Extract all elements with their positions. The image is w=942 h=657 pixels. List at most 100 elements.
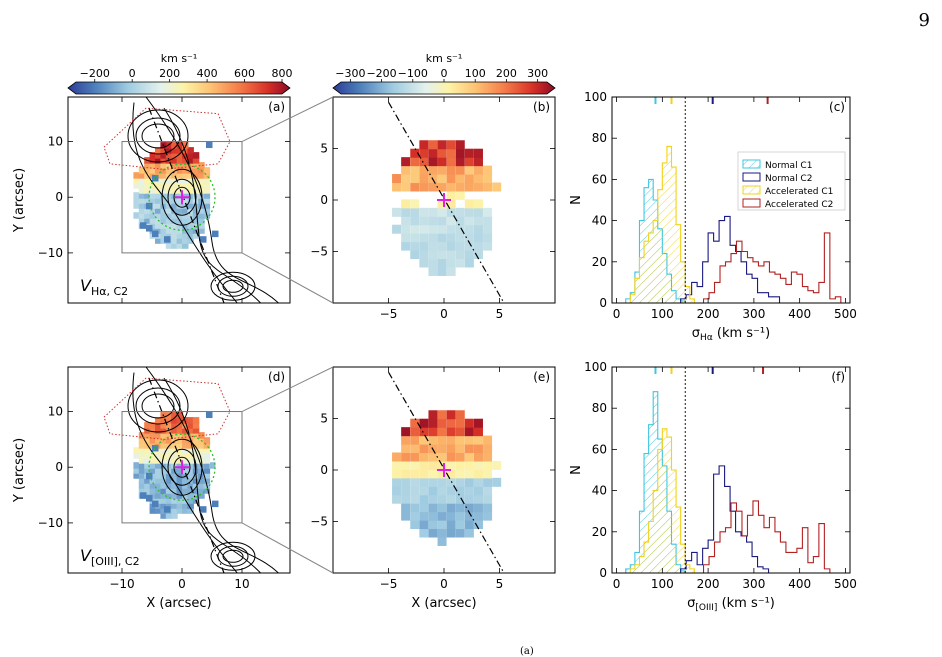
velocity-pixel (473, 427, 483, 437)
map-label: V[OIII], C2 (80, 546, 140, 568)
x-tick-label: −5 (380, 577, 398, 591)
velocity-pixel (160, 152, 167, 159)
colorbar-tick-label: 300 (527, 67, 548, 80)
velocity-pixel (182, 427, 189, 434)
velocity-pixel (155, 197, 162, 204)
velocity-pixel (176, 232, 184, 239)
y-tick-label: −5 (310, 245, 328, 259)
velocity-pixel (182, 482, 189, 489)
velocity-pixel (198, 447, 205, 454)
velocity-pixel (446, 528, 456, 538)
velocity-pixel (165, 412, 173, 419)
velocity-pixel (392, 207, 402, 217)
flux-contour (163, 107, 262, 303)
velocity-pixel (437, 494, 447, 504)
velocity-pixel (446, 174, 456, 184)
velocity-pixel (171, 147, 178, 154)
velocity-pixel (176, 412, 184, 419)
velocity-pixel (483, 207, 493, 217)
velocity-pixel (401, 216, 411, 226)
velocity-pixel (149, 182, 157, 189)
velocity-pixel (171, 232, 178, 239)
velocity-pixel (428, 503, 438, 513)
velocity-pixel (428, 427, 438, 437)
y-tick-label: 20 (592, 255, 607, 269)
velocity-pixel (203, 462, 211, 469)
velocity-pixel (437, 241, 447, 251)
velocity-pixel (160, 197, 167, 204)
wide-map-panel: −10 0 10 −10 0 10 (d) V[OIII], C2 Y (arcsec) X (a… (12, 366, 291, 611)
velocity-pixel (176, 147, 184, 154)
velocity-pixel (187, 227, 194, 234)
velocity-pixel (419, 233, 429, 243)
map-content (103, 367, 280, 573)
y-axis-label: N (569, 465, 584, 475)
velocity-pixel (149, 227, 157, 234)
velocity-pixel (155, 167, 162, 174)
velocity-pixel (198, 172, 205, 179)
velocity-pixel (203, 477, 211, 484)
velocity-pixel (149, 487, 157, 494)
velocity-pixel (401, 427, 411, 437)
velocity-pixel (455, 250, 465, 260)
velocity-pixel (446, 520, 456, 530)
velocity-pixel (455, 511, 465, 521)
velocity-pixel (146, 202, 153, 210)
velocity-pixel (437, 486, 447, 496)
y-axis-label: N (569, 195, 584, 205)
velocity-pixel (192, 232, 200, 239)
velocity-pixel (176, 162, 184, 169)
velocity-pixel (419, 140, 429, 150)
velocity-pixel (455, 452, 465, 462)
velocity-pixel (187, 487, 194, 494)
velocity-pixel (176, 237, 184, 244)
velocity-pixel (419, 258, 429, 268)
velocity-pixel (419, 241, 429, 251)
colorbar-tick-label: 800 (272, 67, 293, 80)
velocity-pixel (428, 233, 438, 243)
velocity-pixel (182, 177, 189, 184)
velocity-pixel (410, 250, 420, 260)
colorbar-tick-label: 100 (465, 67, 486, 80)
velocity-pixel (155, 212, 162, 219)
velocity-pixel (144, 212, 151, 219)
velocity-pixel (138, 467, 146, 474)
velocity-pixel (155, 472, 162, 479)
velocity-pixel (437, 410, 447, 420)
velocity-pixel (176, 242, 184, 249)
velocity-pixel (176, 452, 184, 459)
colorbar-wide: km s⁻¹ −200 0 200 400 600 800 (67, 52, 293, 95)
velocity-pixel (182, 237, 189, 244)
velocity-pixel (165, 162, 173, 169)
velocity-pixel (187, 182, 194, 189)
velocity-pixel (464, 241, 474, 251)
velocity-pixel (437, 216, 447, 226)
velocity-pixel (455, 140, 465, 150)
legend-swatch (742, 172, 761, 182)
velocity-pixel (149, 427, 157, 434)
legend-swatch (742, 159, 761, 169)
velocity-pixel (160, 217, 167, 224)
velocity-pixel (198, 227, 205, 234)
velocity-pixel (419, 494, 429, 504)
velocity-pixel (446, 418, 456, 428)
velocity-pixel (428, 511, 438, 521)
velocity-pixel (446, 469, 456, 479)
velocity-pixel (192, 182, 200, 189)
velocity-pixel (165, 467, 173, 474)
velocity-pixel (192, 157, 200, 164)
velocity-pixel (437, 199, 447, 209)
flux-contour (132, 102, 238, 303)
velocity-pixel (187, 442, 194, 449)
velocity-pixel (446, 165, 456, 175)
velocity-pixel (171, 452, 178, 459)
velocity-pixel (160, 172, 167, 179)
velocity-pixel (165, 232, 173, 239)
velocity-pixel (401, 486, 411, 496)
velocity-pixel (464, 477, 474, 487)
page-number: 9 (918, 10, 930, 31)
velocity-pixel (187, 492, 194, 499)
velocity-pixel (165, 482, 173, 489)
panel-label: (e) (533, 370, 550, 384)
velocity-pixel (182, 202, 189, 209)
